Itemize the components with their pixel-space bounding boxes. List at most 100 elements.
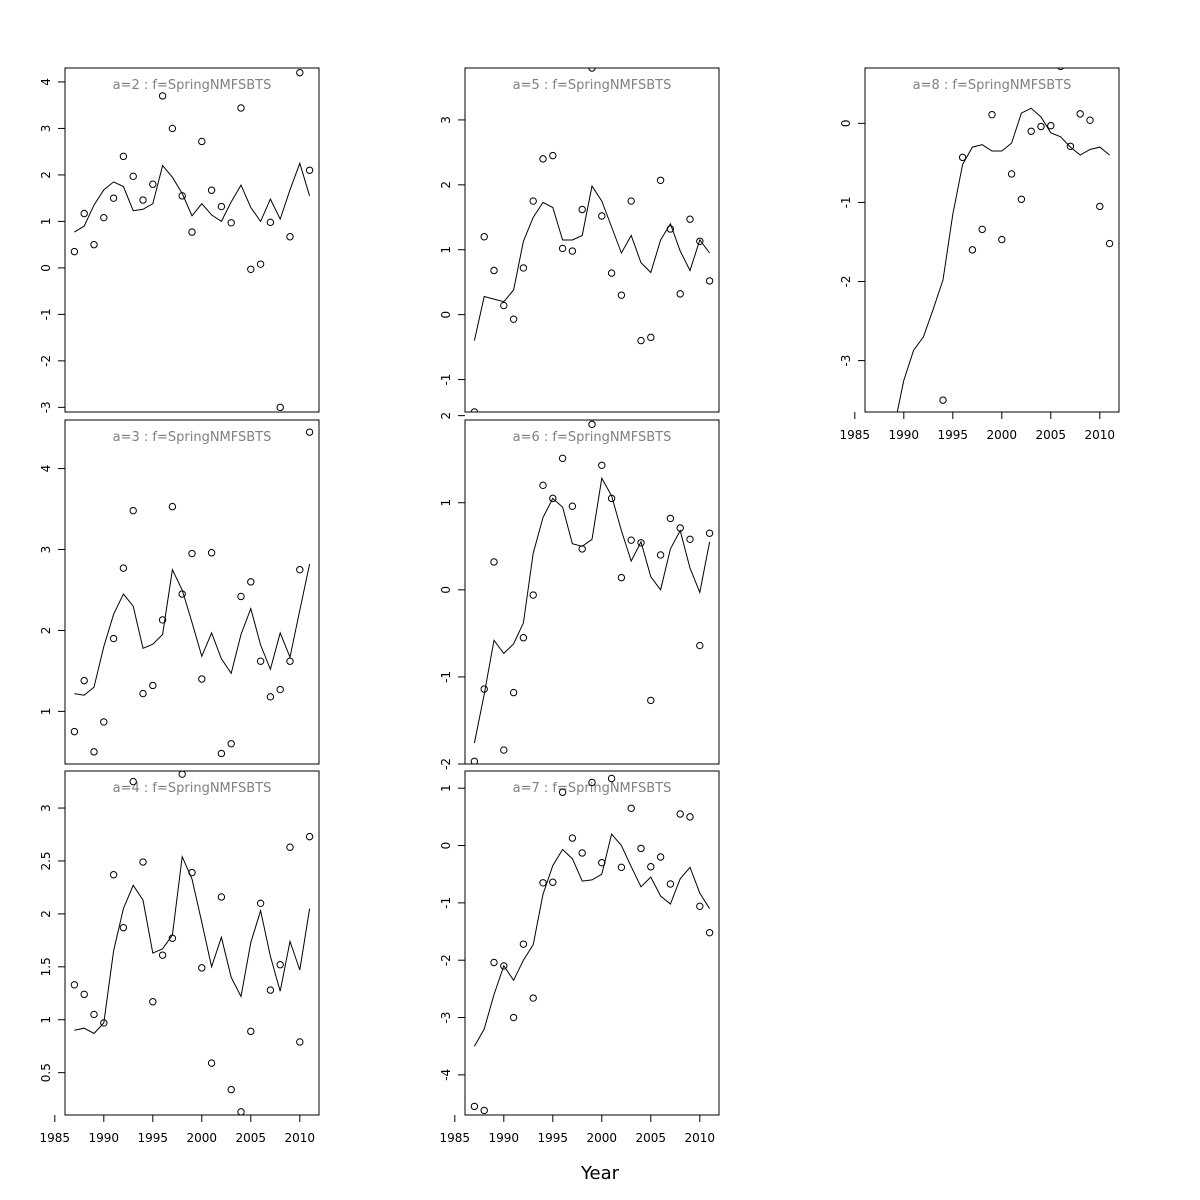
observed-point [627,197,635,205]
observed-point [207,186,216,194]
observed-point [539,481,547,490]
observed-point [1076,110,1084,118]
observed-point [891,452,897,458]
y-tick-label: 4 [39,78,53,86]
observed-point [617,863,626,872]
observed-point [901,460,907,466]
y-tick-label: -3 [839,355,853,367]
observed-point [158,616,167,624]
y-tick-label: -2 [439,954,453,966]
observed-point [539,155,547,163]
observed-point [266,986,275,994]
y-tick-label: 4 [39,465,53,473]
y-tick-label: -2 [39,355,53,367]
observed-point [168,934,177,942]
x-tick-label: 1990 [489,1131,520,1145]
observed-point [627,536,635,544]
observed-point [139,196,147,204]
observed-point [470,408,479,412]
panel-3: a=4 : f=SpringNMFSBTS 0.5 1 1.5 2 2.5 3 1985 199… [39,770,320,1145]
observed-point [158,92,167,100]
observed-point [305,166,314,174]
panel-6: a=7 : f=SpringNMFSBTS -4 -3 -2 -1 0 1 1985 1990 1… [439,770,720,1145]
y-tick-label: 1 [439,246,453,254]
y-tick-label: 3 [39,125,53,133]
y-tick-label: -1 [839,196,853,208]
x-tick-label: 1995 [138,1131,169,1145]
observed-point [549,878,557,886]
observed-point [490,266,498,275]
x-tick-label: 1995 [538,1131,569,1145]
observed-point [168,124,177,133]
observed-point [188,228,196,236]
observed-point [266,218,275,227]
observed-point [256,657,265,665]
observed-point [686,215,694,223]
observed-point [519,264,528,272]
observed-point [509,315,518,323]
observed-point [705,277,714,285]
observed-point [70,981,79,989]
y-tick-label: -1 [39,308,53,320]
observed-point [109,871,118,879]
y-tick-label: 0 [439,842,453,850]
observed-point [930,417,936,423]
observed-point [637,336,645,345]
observed-point [978,225,986,234]
observed-point [296,68,304,77]
observed-point [139,858,147,866]
x-tick-label: 1995 [938,428,969,442]
observed-point [500,301,508,310]
y-tick-label: -3 [439,1012,453,1024]
observed-point [237,592,245,601]
observed-point [90,748,98,756]
observed-point [598,859,606,867]
y-tick-label: 1 [439,499,453,507]
observed-point [256,899,265,908]
x-tick-label: 1990 [89,1131,120,1145]
observed-point [1066,142,1075,150]
observed-point [305,832,314,841]
observed-point [539,879,547,887]
observed-point [666,514,675,523]
observed-point [588,778,596,787]
observed-point [237,1108,245,1115]
y-tick-label: 3 [39,546,53,554]
plot-frame [464,67,720,413]
y-tick-label: -2 [839,276,853,288]
fitted-line [473,476,711,744]
observed-point [296,566,304,574]
observed-point [490,558,498,566]
fitted-line [473,833,711,1047]
observed-point [676,290,684,298]
observed-point [519,634,528,642]
observed-point [656,551,665,559]
observed-point [598,212,606,220]
observed-point [696,641,704,650]
observed-point [305,428,314,436]
observed-point [676,810,684,818]
observed-point [178,771,186,778]
observed-point [647,863,655,871]
panel-title: a=8 : f=SpringNMFSBTS [913,78,1072,93]
observed-point [656,853,665,861]
observed-point [588,420,596,429]
fitted-line [74,563,311,696]
observed-point [588,68,596,72]
y-tick-label: -1 [439,897,453,909]
observed-point [266,693,275,701]
observed-point [988,110,996,119]
panel-5: a=6 : f=SpringNMFSBTS -2 -1 0 1 2 [439,412,720,770]
panel-title: a=5 : f=SpringNMFSBTS [513,78,672,93]
observed-point [1096,202,1104,211]
observed-point [500,746,508,754]
observed-point [217,749,226,758]
observed-point [558,454,567,463]
x-tick-label: 2010 [285,1131,316,1145]
observed-point [158,951,167,959]
x-tick-label: 2005 [1036,428,1067,442]
x-axis-label: Year [580,1163,620,1184]
observed-point [529,591,537,599]
observed-point [119,923,128,932]
y-tick-label: 2 [39,171,53,179]
